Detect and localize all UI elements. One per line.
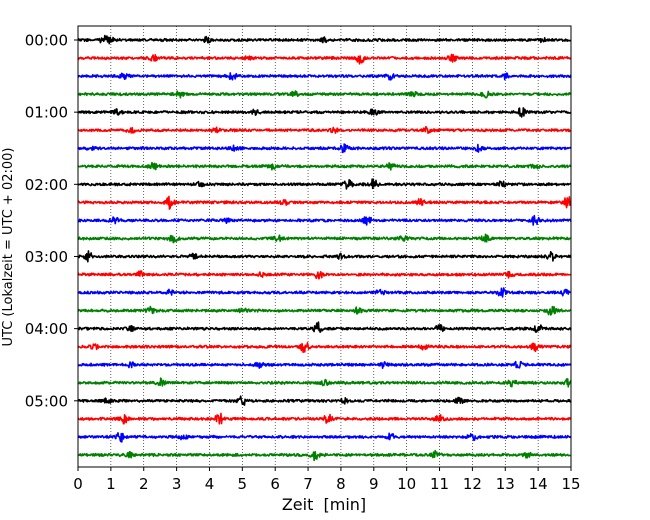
seismogram-trace-0330 [77, 287, 572, 298]
y-tick-label: 03:00 [25, 248, 68, 266]
y-tick-label: 05:00 [25, 392, 68, 410]
y-tick-label: 01:00 [25, 104, 68, 122]
seismogram-trace-0345 [77, 305, 572, 316]
seismogram-trace-0315 [77, 270, 572, 280]
x-tick-label: 3 [172, 475, 182, 493]
x-tick-label: 14 [529, 475, 548, 493]
y-axis-label: UTC (Lokalzeit = UTC + 02:00) [1, 148, 16, 347]
x-tick-label: 7 [303, 475, 313, 493]
x-tick-label: 12 [463, 475, 482, 493]
x-tick-label: 4 [205, 475, 215, 493]
x-tick-label: 2 [139, 475, 149, 493]
seismogram-trace-0415 [77, 341, 572, 354]
plot-frame [77, 25, 572, 468]
seismogram-traces [77, 34, 572, 462]
x-tick-label: 15 [561, 475, 580, 493]
x-tick-label: 13 [496, 475, 515, 493]
seismogram-trace-0030 [77, 72, 572, 81]
seismogram-trace-0015 [77, 53, 572, 65]
seismogram-trace-0500 [77, 395, 572, 406]
seismogram-trace-0300 [77, 250, 572, 263]
seismogram-trace-0530 [77, 432, 572, 443]
y-tick-label: 00:00 [25, 32, 68, 50]
seismogram-trace-0130 [77, 143, 572, 154]
seismogram-trace-0115 [77, 126, 572, 135]
seismogram-trace-0215 [77, 195, 572, 210]
seismogram-trace-0400 [77, 321, 572, 334]
x-tick-label: 0 [73, 475, 83, 493]
seismogram-trace-0445 [77, 377, 572, 388]
seismogram-trace-0000 [77, 34, 572, 45]
y-tick-label: 02:00 [25, 176, 68, 194]
x-axis-label: Zeit [min] [282, 495, 366, 514]
x-tick-label: 6 [270, 475, 280, 493]
seismogram-trace-0230 [77, 214, 572, 226]
seismogram-trace-0145 [77, 161, 572, 171]
seismogram-trace-0545 [77, 449, 572, 462]
seismogram-trace-0245 [77, 233, 572, 244]
x-axis: 0 1 2 3 4 5 6 7 8 9 10 11 12 13 14 15 [73, 467, 581, 493]
seismogram-trace-0515 [77, 412, 572, 425]
x-tick-label: 10 [397, 475, 416, 493]
x-tick-label: 9 [369, 475, 379, 493]
seismogram-trace-0045 [77, 90, 572, 99]
seismogram-trace-0100 [77, 107, 572, 118]
seismogram-trace-0200 [77, 178, 572, 190]
x-tick-label: 1 [106, 475, 116, 493]
x-tick-label: 5 [238, 475, 248, 493]
y-axis: 00:00 01:00 02:00 03:00 04:00 05:00 [25, 32, 78, 410]
seismogram-trace-0430 [77, 360, 572, 370]
y-tick-label: 04:00 [25, 320, 68, 338]
x-tick-label: 11 [430, 475, 449, 493]
x-tick-label: 8 [336, 475, 346, 493]
